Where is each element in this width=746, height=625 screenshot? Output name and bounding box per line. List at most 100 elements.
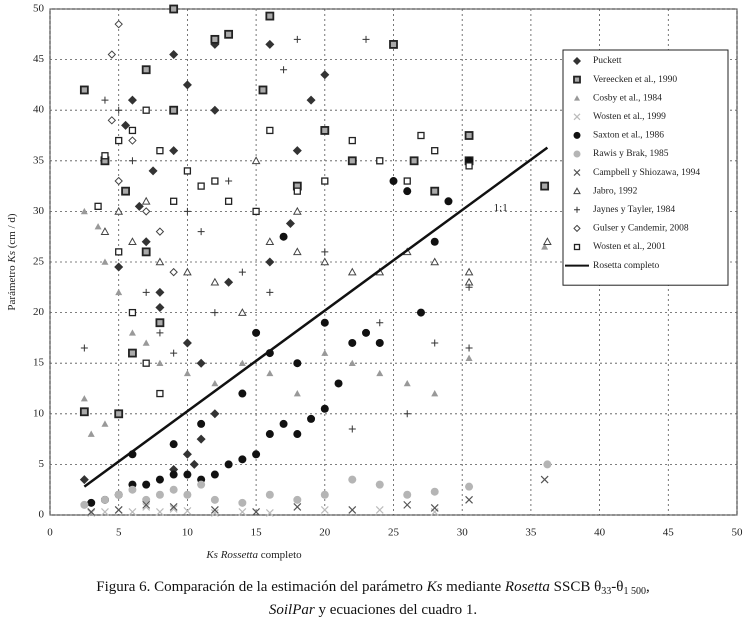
y-tick-label: 20 (33, 306, 45, 318)
y-tick-label: 40 (33, 104, 45, 116)
filled-square-marker (210, 34, 220, 44)
circle-marker (169, 440, 178, 449)
circle-marker (293, 430, 302, 439)
y-tick-label: 5 (39, 458, 45, 470)
x-marker (573, 113, 581, 121)
circle-marker (389, 177, 398, 186)
plus-marker (183, 207, 191, 215)
diamond-marker (306, 95, 316, 105)
x-marker (430, 508, 439, 516)
circle-marker (293, 495, 302, 504)
circle-marker (155, 490, 164, 499)
triangle-marker (541, 243, 549, 250)
marks (79, 4, 552, 517)
circle-marker (155, 475, 164, 484)
open-triangle-marker (292, 247, 302, 256)
open-square-marker (128, 126, 137, 135)
y-label-part: Ks (6, 251, 18, 264)
open-triangle-marker (251, 156, 261, 165)
x-tick-label: 35 (525, 527, 537, 539)
open-square-marker (417, 131, 425, 140)
plus-marker (211, 309, 219, 317)
circle-marker (197, 419, 206, 428)
caption-part: -θ (611, 579, 623, 595)
diamond-marker (155, 303, 165, 313)
triangle-marker (348, 359, 356, 366)
diamond-marker (210, 409, 220, 419)
open-triangle-marker (573, 187, 581, 195)
x-marker (101, 508, 109, 516)
legend-label: Gulser y Candemir, 2008 (593, 224, 689, 234)
diamond-marker (320, 70, 330, 80)
circle-marker (430, 487, 439, 496)
x-marker (265, 509, 274, 517)
open-triangle-marker (183, 267, 192, 276)
filled-square-marker (155, 318, 165, 328)
circle-marker (416, 308, 425, 317)
filled-square-marker (128, 348, 137, 358)
open-square-marker (465, 162, 473, 170)
circle-marker (238, 389, 247, 398)
open-square-marker (252, 207, 260, 216)
legend-label: Wosten et al., 2001 (593, 242, 666, 252)
plus-marker (465, 344, 473, 352)
x-tick-label: 5 (116, 527, 122, 539)
circle-marker (128, 485, 137, 494)
open-square-marker (156, 389, 164, 398)
open-triangle-marker (155, 257, 165, 266)
x-marker (573, 169, 581, 177)
filled-square-marker (464, 131, 474, 140)
open-triangle-marker (464, 267, 474, 276)
circle-marker (142, 495, 151, 504)
y-tick-label: 50 (33, 3, 45, 15)
filled-square-marker (169, 105, 179, 115)
y-axis-label: Parámetro Ks (cm / d) (6, 213, 18, 310)
circle-marker (183, 470, 192, 479)
open-square-marker (266, 126, 274, 135)
circle-marker (573, 131, 581, 139)
open-triangle-marker (265, 237, 275, 246)
open-diamond-marker (107, 116, 117, 125)
caption-part: , (646, 579, 650, 595)
circle-marker (320, 318, 329, 327)
y-label-part: (cm / d) (6, 213, 18, 251)
plus-marker (170, 349, 178, 357)
plus-marker (115, 106, 123, 114)
triangle-marker (115, 288, 123, 296)
y-tick-label: 10 (33, 407, 45, 419)
open-triangle-marker (100, 227, 110, 235)
legend-label: Puckett (593, 56, 622, 66)
plus-marker (362, 35, 370, 43)
diamond-marker (127, 95, 137, 105)
caption-part: 33 (601, 586, 611, 597)
open-triangle-marker (320, 257, 330, 266)
plus-marker (376, 319, 384, 327)
circle-marker (224, 460, 233, 469)
x-axis-label: Ks Rossetta completo (205, 549, 302, 561)
circle-marker (334, 379, 343, 388)
triangle-marker (465, 354, 473, 361)
triangle-marker (80, 395, 88, 402)
x-marker (114, 506, 123, 514)
caption-line-2: SoilPar y ecuaciones del cuadro 1. (269, 602, 477, 618)
open-square-marker (431, 147, 439, 155)
y-tick-label: 0 (39, 509, 45, 521)
open-diamond-marker (573, 224, 581, 233)
caption-part: 1 500 (623, 586, 646, 597)
filled-square-marker (430, 186, 440, 196)
x-marker (142, 500, 151, 509)
legend-label: Wosten et al., 1999 (593, 112, 666, 122)
x-marker (128, 508, 137, 516)
x-marker (87, 509, 96, 517)
circle-marker (307, 414, 316, 423)
circle-marker (169, 470, 178, 479)
open-square-marker (142, 359, 150, 367)
open-square-marker (115, 136, 123, 145)
x-marker (375, 506, 384, 514)
filled-square-marker (265, 11, 275, 21)
circle-marker (210, 495, 219, 504)
circle-marker (403, 187, 412, 196)
annotation: 1:1 (494, 202, 508, 214)
circle-marker (252, 328, 261, 337)
